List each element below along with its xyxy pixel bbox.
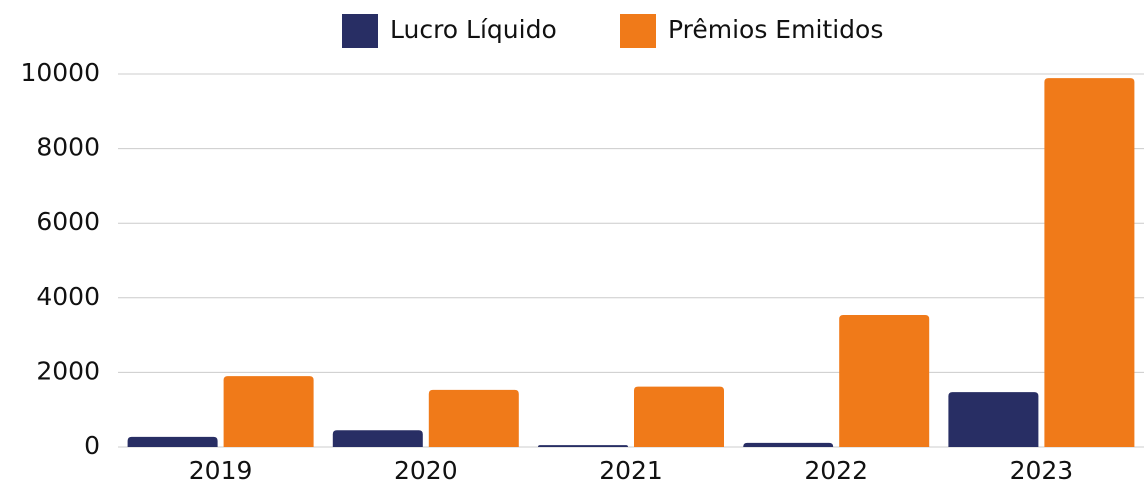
bar [127,436,218,447]
x-tick-label: 2020 [394,456,458,485]
bar [538,445,628,447]
bar [428,389,519,447]
bar [634,386,724,447]
bar [839,314,930,447]
x-tick-label: 2021 [599,456,663,485]
y-tick-label: 0 [84,431,100,460]
y-tick-label: 8000 [36,133,100,162]
x-tick-label: 2019 [189,456,253,485]
y-tick-label: 10000 [20,58,100,87]
x-tick-label: 2023 [1010,456,1074,485]
bar [1044,78,1135,447]
y-tick-label: 6000 [36,207,100,236]
x-tick-label: 2022 [804,456,868,485]
legend-swatch [620,14,656,48]
bar [223,376,314,447]
legend-label: Prêmios Emitidos [668,15,883,44]
legend-swatch [342,14,378,48]
legend-label: Lucro Líquido [390,15,557,44]
y-tick-label: 2000 [36,356,100,385]
y-tick-label: 4000 [36,282,100,311]
bar [948,392,1039,447]
bar [332,430,423,447]
bar [743,442,834,447]
